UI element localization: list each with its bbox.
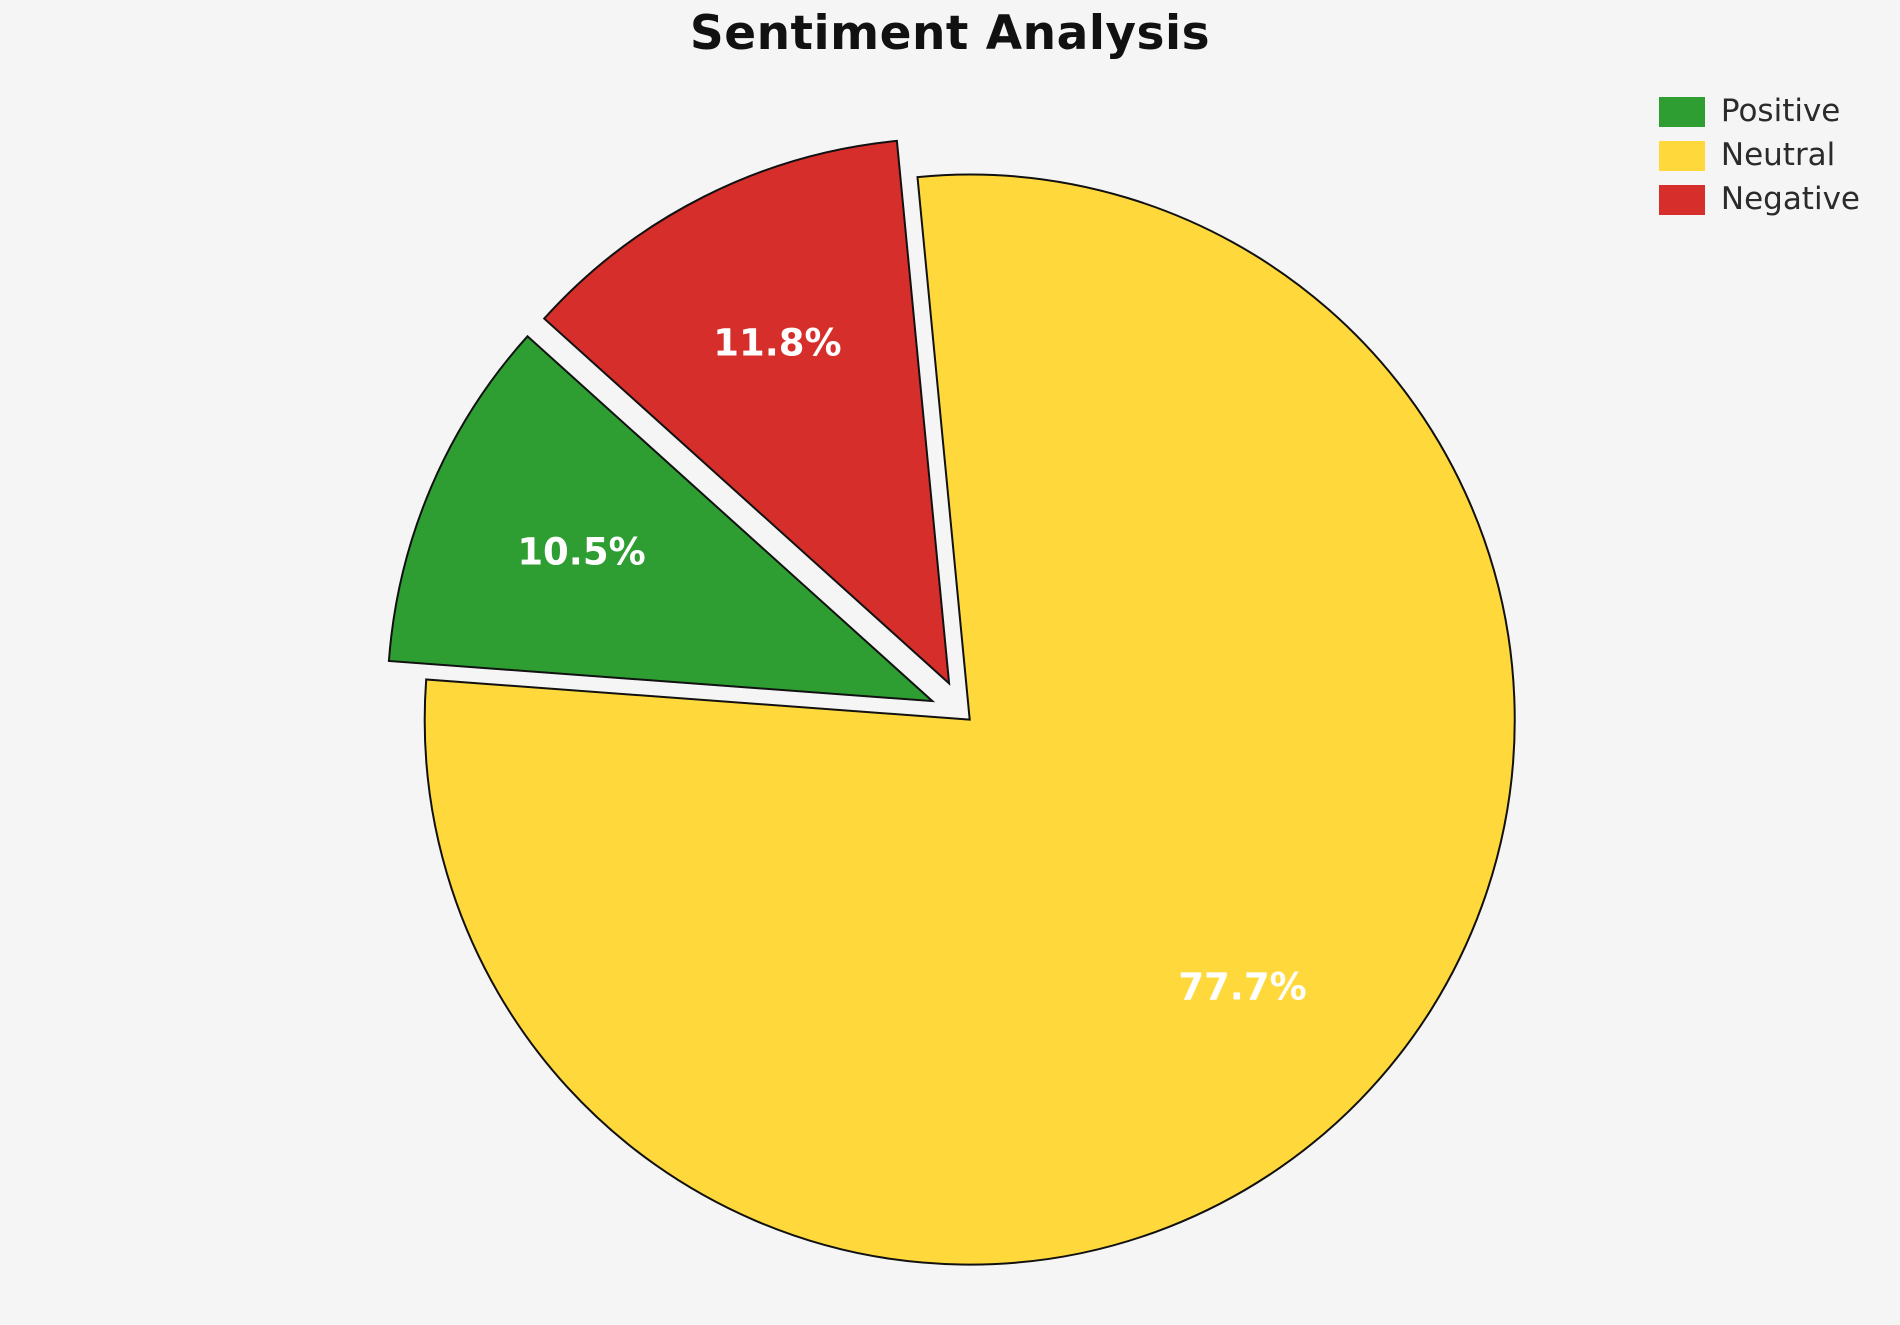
legend-label: Neutral bbox=[1720, 137, 1836, 173]
legend-item-neutral: Neutral bbox=[1658, 137, 1860, 173]
legend-swatch-negative bbox=[1658, 184, 1705, 215]
percent-label-positive: 10.5% bbox=[517, 530, 645, 573]
percent-label-negative: 11.8% bbox=[713, 322, 841, 365]
legend-label: Negative bbox=[1720, 181, 1860, 217]
legend-item-negative: Negative bbox=[1658, 181, 1860, 217]
legend: Positive Neutral Negative bbox=[1658, 93, 1860, 217]
pie-slice-positive bbox=[387, 334, 936, 703]
legend-swatch-neutral bbox=[1658, 140, 1705, 171]
legend-item-positive: Positive bbox=[1658, 93, 1860, 129]
pie-slice-neutral bbox=[423, 173, 1516, 1266]
percent-label-neutral: 77.7% bbox=[1178, 965, 1306, 1008]
pie-slice-negative bbox=[542, 139, 951, 686]
chart-title: Sentiment Analysis bbox=[689, 6, 1211, 61]
legend-swatch-positive bbox=[1658, 96, 1705, 127]
legend-label: Positive bbox=[1720, 93, 1841, 129]
